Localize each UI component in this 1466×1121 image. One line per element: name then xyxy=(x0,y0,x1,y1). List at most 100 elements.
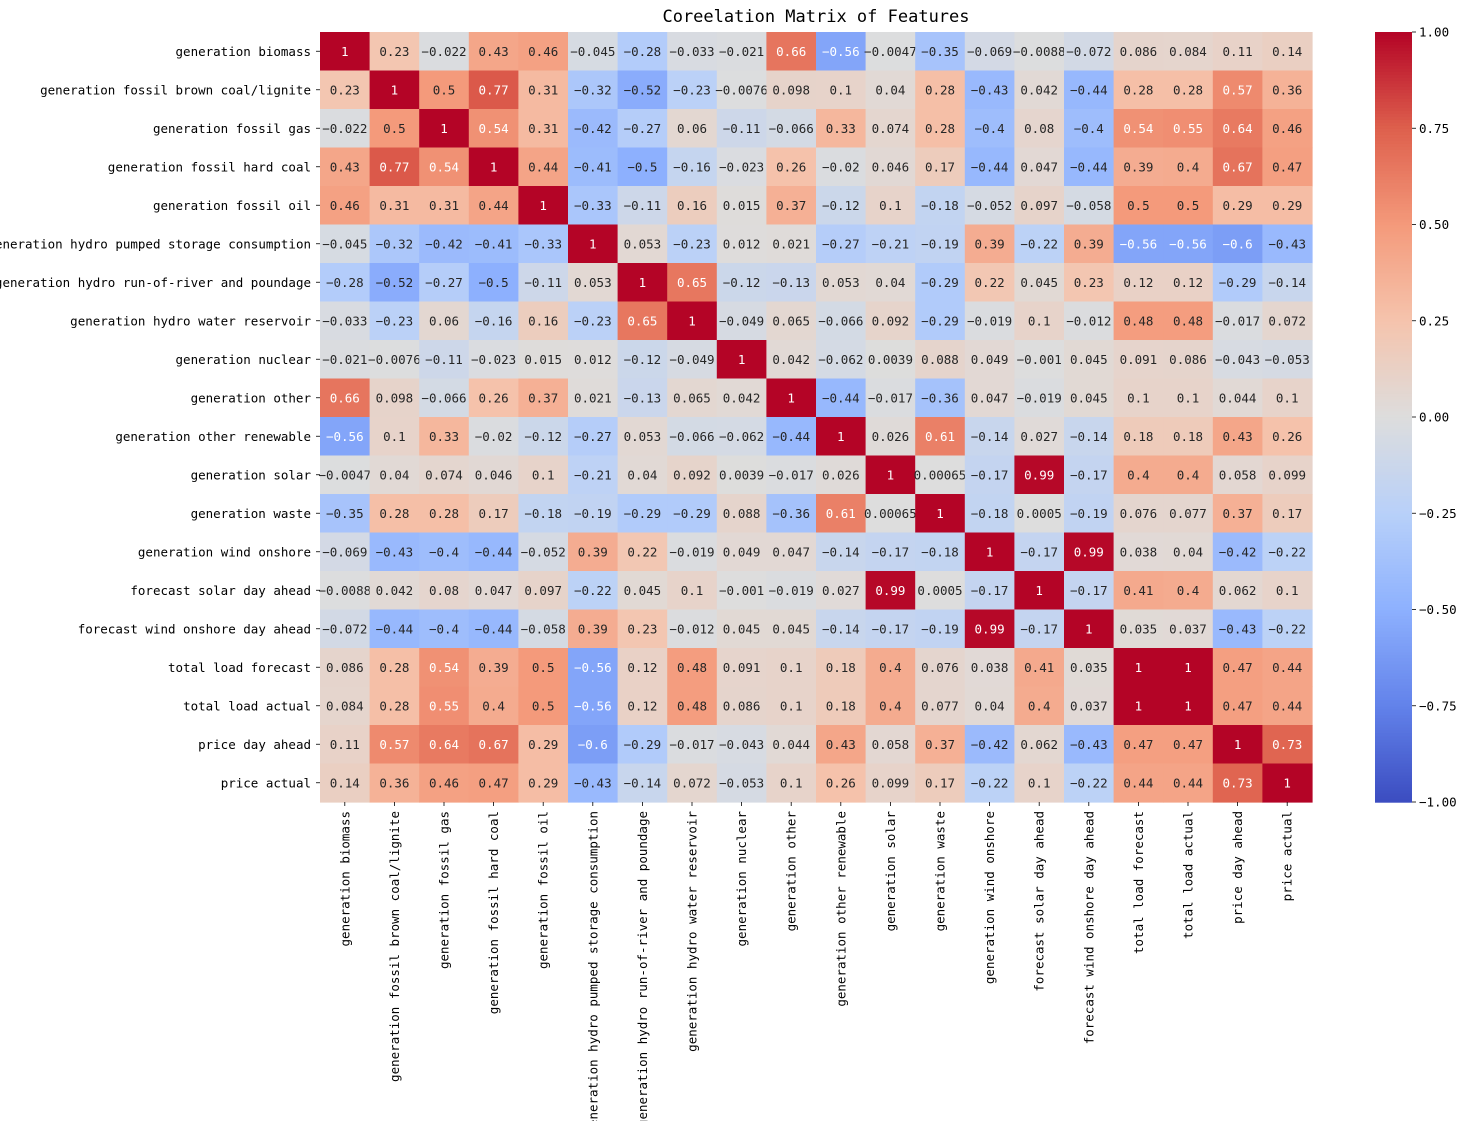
heatmap-cell xyxy=(468,109,519,149)
heatmap-cell xyxy=(1163,109,1214,149)
cell-value-label: 0.43 xyxy=(826,737,856,752)
cell-value-label: 0.037 xyxy=(1070,698,1108,713)
cell-value-label: 0.29 xyxy=(1272,198,1302,213)
heatmap-cell xyxy=(369,186,420,226)
heatmap-cell xyxy=(667,186,718,226)
colorbar-segment xyxy=(1375,741,1412,746)
colorbar-segment xyxy=(1375,645,1412,650)
colorbar-segment xyxy=(1375,453,1412,457)
heatmap-cell xyxy=(518,609,569,649)
cell-value-label: −0.12 xyxy=(624,352,662,367)
heatmap-cell xyxy=(816,455,867,495)
cell-value-label: −0.18 xyxy=(921,544,959,559)
colorbar-segment xyxy=(1375,296,1412,301)
cell-value-label: 0.43 xyxy=(479,44,509,59)
cell-value-label: −0.19 xyxy=(574,506,612,521)
row-label: generation fossil hard coal xyxy=(108,159,311,174)
heatmap-cell xyxy=(320,340,371,380)
heatmap-cell xyxy=(1212,494,1263,534)
cell-value-label: 0.17 xyxy=(925,775,955,790)
cell-value-label: −0.069 xyxy=(967,44,1012,59)
cell-value-label: 0.045 xyxy=(1070,352,1108,367)
cell-value-label: −0.44 xyxy=(475,544,513,559)
cell-value-label: −0.43 xyxy=(376,544,414,559)
colorbar-segment xyxy=(1375,62,1412,66)
heatmap-cell xyxy=(964,417,1015,457)
heatmap-cell xyxy=(568,147,619,187)
cell-value-label: −0.17 xyxy=(872,621,910,636)
cell-value-label: −0.14 xyxy=(1268,275,1306,290)
heatmap-cell xyxy=(816,147,867,187)
heatmap-cell xyxy=(816,224,867,264)
cell-value-label: 1 xyxy=(341,44,349,59)
heatmap-cell xyxy=(1113,378,1164,418)
cell-value-label: 0.44 xyxy=(1272,660,1302,675)
colorbar-segment xyxy=(1375,314,1412,319)
heatmap-cell xyxy=(1262,378,1313,418)
cell-value-label: −0.13 xyxy=(624,390,662,405)
colorbar-segment xyxy=(1375,275,1412,280)
heatmap-cell xyxy=(667,494,718,534)
heatmap-cell xyxy=(1212,186,1263,226)
heatmap-cell xyxy=(1163,725,1214,765)
cell-value-label: 0.0039 xyxy=(719,467,764,482)
heatmap-cell xyxy=(716,571,767,611)
heatmap-cell xyxy=(617,70,668,110)
colorbar-segment xyxy=(1375,140,1412,144)
cell-value-label: 0.074 xyxy=(872,121,910,136)
cell-value-label: 0.28 xyxy=(1173,82,1203,97)
heatmap-cell xyxy=(1262,455,1313,495)
heatmap-cell xyxy=(964,494,1015,534)
colorbar-segment xyxy=(1375,53,1412,57)
heatmap-cell xyxy=(320,224,371,264)
cell-value-label: 0.097 xyxy=(1020,198,1058,213)
cell-value-label: −0.058 xyxy=(521,621,566,636)
cell-value-label: 0.1 xyxy=(830,82,853,97)
heatmap-cell xyxy=(766,109,817,149)
heatmap-cell xyxy=(716,224,767,264)
cell-value-label: −0.053 xyxy=(1265,352,1310,367)
cell-value-label: 0.48 xyxy=(1123,313,1153,328)
heatmap-cell xyxy=(865,532,916,572)
cell-value-label: −0.36 xyxy=(772,506,810,521)
heatmap-cell xyxy=(1212,686,1263,726)
cell-value-label: −0.44 xyxy=(1070,82,1108,97)
cell-value-label: 0.06 xyxy=(677,121,707,136)
row-label: price actual xyxy=(221,775,311,790)
cell-value-label: 0.072 xyxy=(673,775,711,790)
colorbar-segment xyxy=(1375,167,1412,172)
colorbar-segment xyxy=(1375,281,1412,286)
colorbar-segment xyxy=(1375,747,1412,752)
heatmap-cell xyxy=(766,686,817,726)
cell-value-label: 1 xyxy=(589,236,597,251)
heatmap-cell xyxy=(1064,532,1115,572)
colorbar-segment xyxy=(1375,726,1412,731)
cell-value-label: 0.73 xyxy=(1272,737,1302,752)
colorbar-segment xyxy=(1375,179,1412,184)
colorbar-segment xyxy=(1375,717,1412,722)
cell-value-label: 0.5 xyxy=(1177,198,1200,213)
heatmap-cell xyxy=(915,70,966,110)
cell-value-label: 0.06 xyxy=(429,313,459,328)
heatmap-cell xyxy=(617,455,668,495)
heatmap-cell xyxy=(816,532,867,572)
cell-value-label: 0.47 xyxy=(1223,660,1253,675)
colorbar-segment xyxy=(1375,164,1412,169)
cell-value-label: 0.04 xyxy=(1173,544,1203,559)
heatmap-cell xyxy=(1212,571,1263,611)
heatmap-cell xyxy=(865,763,916,803)
cell-value-label: −0.14 xyxy=(624,775,662,790)
heatmap-cell xyxy=(1014,725,1065,765)
cell-value-label: 0.042 xyxy=(772,352,810,367)
heatmap-cell xyxy=(468,224,519,264)
heatmap-cell xyxy=(766,224,817,264)
heatmap-cell xyxy=(518,186,569,226)
colorbar-segment xyxy=(1375,612,1412,617)
heatmap-cell xyxy=(716,32,767,72)
heatmap-cell xyxy=(1262,186,1313,226)
heatmap-cell xyxy=(468,609,519,649)
colorbar-segment xyxy=(1375,83,1412,87)
cell-value-label: −0.17 xyxy=(1020,544,1058,559)
colorbar-segment xyxy=(1375,711,1412,716)
colorbar-segment xyxy=(1375,441,1412,445)
